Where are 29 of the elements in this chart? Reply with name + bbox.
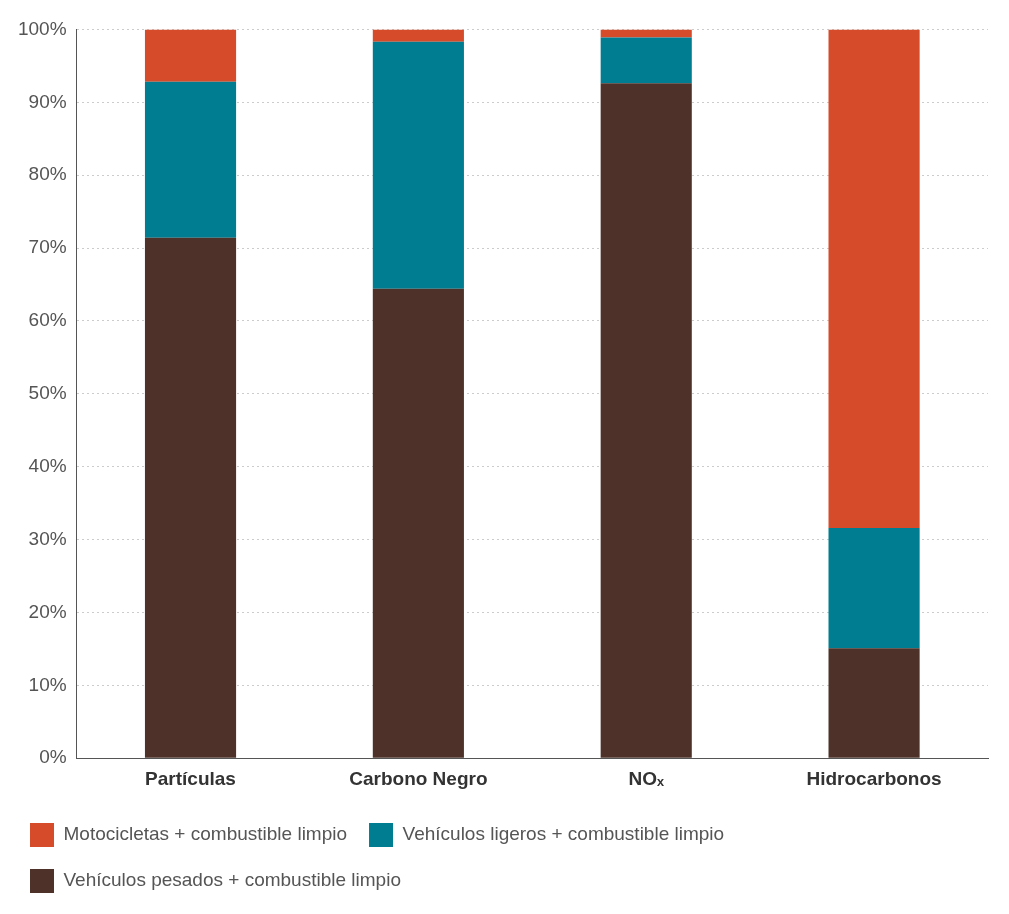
bar <box>828 29 920 528</box>
y-tick-label: 80% <box>28 163 67 185</box>
bar <box>600 37 692 84</box>
legend-label: Vehículos pesados + combustible limpio <box>63 869 401 891</box>
x-tick-label: Carbono Negro <box>349 767 488 789</box>
bar <box>144 29 237 82</box>
y-tick-label: 10% <box>28 673 67 695</box>
y-tick-label: 100% <box>17 17 67 39</box>
bar <box>372 29 464 42</box>
y-tick-label: 60% <box>28 309 67 331</box>
x-tick-label: Hidrocarbonos <box>806 767 942 789</box>
bar <box>600 83 692 758</box>
bar <box>144 81 237 238</box>
y-tick-label: 0% <box>39 746 67 768</box>
y-tick-label: 40% <box>28 454 67 476</box>
y-tick-label: 20% <box>28 600 67 622</box>
bar <box>144 237 237 758</box>
bar <box>828 527 920 649</box>
bar <box>372 41 464 289</box>
x-tick-label: NOₓ <box>628 767 664 789</box>
bar <box>372 288 464 758</box>
y-tick-label: 70% <box>28 236 67 258</box>
bar <box>828 648 920 758</box>
x-tick-label: Partículas <box>145 767 236 789</box>
y-tick-label: 30% <box>28 527 67 549</box>
legend-label: Motocicletas + combustible limpio <box>63 823 348 845</box>
y-tick-label: 90% <box>28 90 67 112</box>
legend-label: Vehículos ligeros + combustible limpio <box>402 823 725 845</box>
y-tick-label: 50% <box>28 382 67 404</box>
